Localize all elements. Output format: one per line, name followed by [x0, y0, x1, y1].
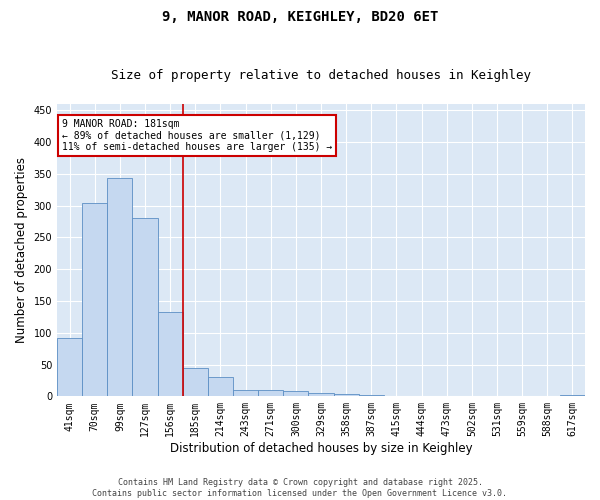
Bar: [258, 390, 283, 396]
Bar: [334, 394, 359, 396]
X-axis label: Distribution of detached houses by size in Keighley: Distribution of detached houses by size …: [170, 442, 472, 455]
Text: 9, MANOR ROAD, KEIGHLEY, BD20 6ET: 9, MANOR ROAD, KEIGHLEY, BD20 6ET: [162, 10, 438, 24]
Bar: [308, 393, 334, 396]
Bar: [560, 395, 585, 396]
Bar: [133, 218, 158, 396]
Bar: [82, 202, 107, 396]
Bar: [57, 338, 82, 396]
Text: Contains HM Land Registry data © Crown copyright and database right 2025.
Contai: Contains HM Land Registry data © Crown c…: [92, 478, 508, 498]
Bar: [233, 390, 258, 396]
Bar: [208, 378, 233, 396]
Y-axis label: Number of detached properties: Number of detached properties: [15, 157, 28, 343]
Title: Size of property relative to detached houses in Keighley: Size of property relative to detached ho…: [111, 69, 531, 82]
Bar: [107, 178, 133, 396]
Bar: [283, 391, 308, 396]
Bar: [183, 368, 208, 396]
Text: 9 MANOR ROAD: 181sqm
← 89% of detached houses are smaller (1,129)
11% of semi-de: 9 MANOR ROAD: 181sqm ← 89% of detached h…: [62, 118, 332, 152]
Bar: [158, 312, 183, 396]
Bar: [359, 395, 384, 396]
